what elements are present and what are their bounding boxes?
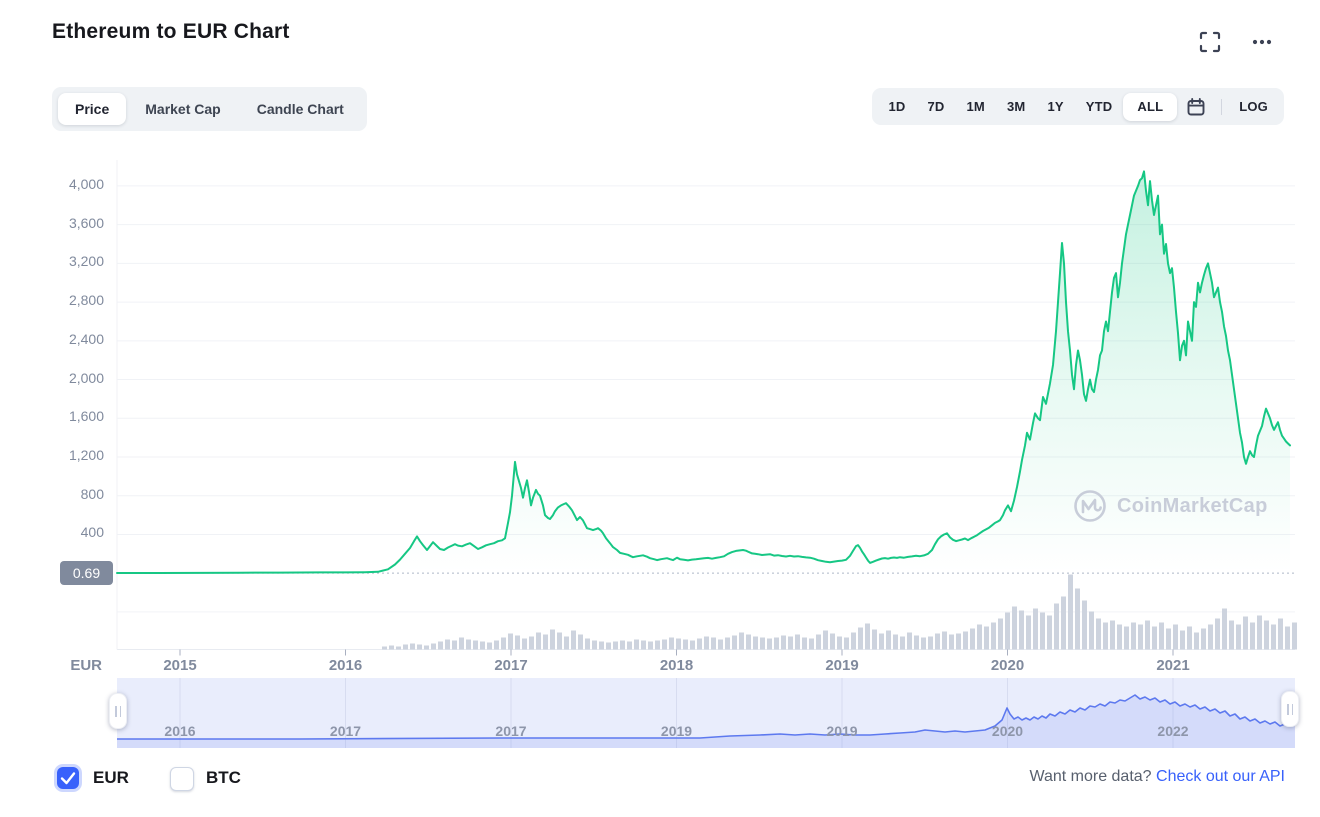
range-ytd[interactable]: YTD [1085, 99, 1113, 114]
coinmarketcap-logo-icon [1074, 490, 1106, 522]
y-axis-label: 1,600 [68, 408, 104, 425]
page-title: Ethereum to EUR Chart [52, 20, 290, 43]
toolbar-divider [1221, 98, 1223, 115]
navigator-year-label: 2017 [495, 723, 527, 739]
y-axis-label: 3,600 [68, 214, 104, 231]
grip-icon [1287, 703, 1289, 715]
calendar-icon [1187, 97, 1205, 115]
navigator-right-handle[interactable] [1281, 691, 1299, 727]
navigator-year-label: 2020 [991, 723, 1024, 739]
navigator-year-label: 2022 [1157, 723, 1189, 739]
api-callout: Want more data? Check out our API [1029, 768, 1285, 786]
range-1m[interactable]: 1M [966, 99, 985, 114]
y-axis-label: 3,200 [68, 253, 104, 270]
calendar-button[interactable] [1177, 93, 1215, 121]
navigator-year-label: 2017 [329, 723, 362, 739]
x-axis-label: 2020 [990, 657, 1025, 674]
navigator-year-label: 2019 [826, 723, 858, 739]
range-toolbar: 1D 7D 1M 3M 1Y YTD ALL LOG [872, 88, 1284, 125]
watermark: CoinMarketCap [1072, 488, 1268, 524]
y-axis-unit-label: EUR [70, 657, 102, 674]
grip-icon [115, 705, 117, 717]
fullscreen-button[interactable] [1197, 29, 1223, 55]
more-options-button[interactable] [1249, 29, 1275, 55]
x-axis-label: 2019 [825, 657, 859, 674]
x-axis-label: 2017 [494, 657, 528, 674]
range-1d[interactable]: 1D [888, 99, 906, 114]
baseline-badge: 0.69 [60, 561, 113, 585]
tab-market-cap[interactable]: Market Cap [145, 101, 221, 117]
fullscreen-expand-icon [1199, 31, 1221, 53]
x-axis-label: 2021 [1156, 657, 1190, 674]
eur-checkbox[interactable] [57, 767, 79, 789]
range-7d[interactable]: 7D [927, 99, 945, 114]
grip-icon [1291, 703, 1293, 715]
navigator-year-label: 2019 [660, 723, 693, 739]
log-button[interactable]: LOG [1239, 99, 1268, 114]
x-axis-label: 2015 [163, 657, 197, 674]
btc-checkbox-label[interactable]: BTC [206, 768, 241, 787]
chart-type-tabs: Price Market Cap Candle Chart [52, 87, 367, 131]
tab-candle-chart[interactable]: Candle Chart [256, 101, 344, 117]
api-prompt: Want more data? [1029, 768, 1152, 785]
y-axis-label: 4,000 [68, 175, 104, 192]
navigator-year-label: 2016 [164, 723, 196, 739]
y-axis-label: 1,200 [68, 447, 104, 464]
tab-price[interactable]: Price [58, 93, 127, 125]
watermark-text: CoinMarketCap [1117, 494, 1268, 517]
checkmark-icon [60, 772, 76, 785]
x-axis-label: 2016 [328, 657, 363, 674]
y-axis-label: 800 [80, 485, 104, 502]
api-link[interactable]: Check out our API [1156, 768, 1285, 785]
grip-icon [119, 705, 121, 717]
eur-checkbox-label[interactable]: EUR [93, 768, 129, 787]
y-axis-label: 2,000 [68, 369, 104, 386]
range-1y[interactable]: 1Y [1047, 99, 1064, 114]
y-axis-label: 400 [80, 524, 104, 541]
navigator-left-handle[interactable] [109, 693, 127, 729]
x-axis-label: 2018 [659, 657, 694, 674]
ellipsis-icon [1252, 39, 1272, 45]
range-3m[interactable]: 3M [1006, 99, 1026, 114]
y-axis-label: 2,400 [68, 330, 104, 347]
range-all[interactable]: ALL [1123, 92, 1178, 121]
y-axis-label: 2,800 [68, 292, 104, 309]
btc-checkbox[interactable] [170, 767, 194, 791]
